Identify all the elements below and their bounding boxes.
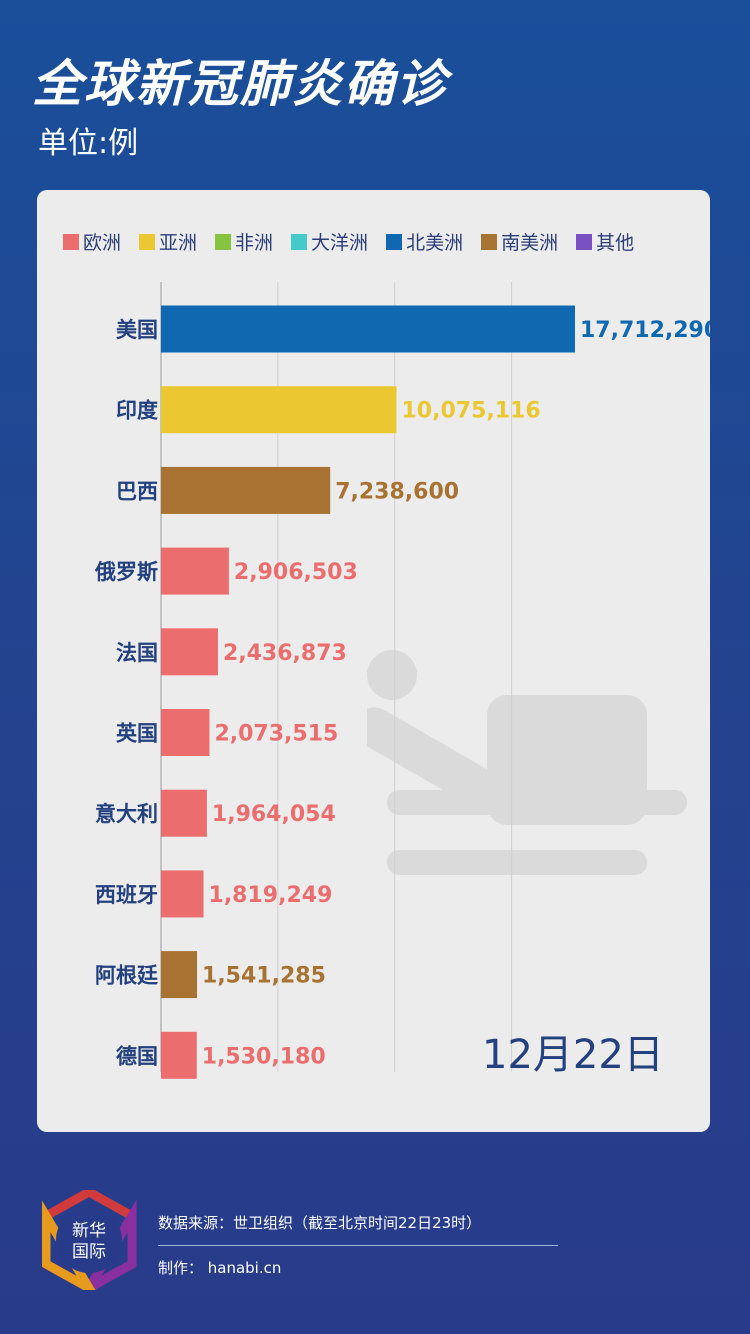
value-label: 7,238,600 — [335, 479, 459, 504]
svg-text:国际: 国际 — [72, 1242, 106, 1262]
value-label: 2,906,503 — [234, 560, 358, 585]
legend-label: 其他 — [596, 232, 635, 254]
bar — [161, 305, 575, 353]
legend-item: 北美洲 — [386, 228, 463, 255]
value-label: 17,712,290 — [580, 318, 710, 343]
legend-swatch — [215, 233, 232, 250]
legend: 欧洲 亚洲 非洲 大洋洲 北美洲 南美洲 其他 — [63, 228, 634, 255]
bar-chart: 美国 17,712,290 印度 10,075,116 巴西 7,238,600 俄罗斯 2,… — [94, 282, 710, 1079]
value-label: 1,964,054 — [212, 802, 336, 827]
bar — [161, 789, 207, 837]
legend-swatch — [291, 233, 308, 250]
category-label: 意大利 — [95, 802, 158, 826]
svg-text:新华: 新华 — [72, 1221, 106, 1241]
legend-label: 北美洲 — [406, 232, 464, 254]
made-by: 制作： hanabi.cn — [158, 1259, 282, 1277]
legend-swatch — [63, 233, 79, 250]
legend-swatch — [139, 233, 156, 250]
legend-swatch — [386, 233, 403, 250]
footer-divider — [158, 1245, 558, 1246]
legend-swatch — [481, 233, 498, 250]
legend-item: 亚洲 — [139, 228, 197, 255]
category-label: 阿根廷 — [95, 964, 159, 988]
legend-swatch — [576, 233, 593, 250]
xinhua-logo: 新华 国际 — [42, 1190, 137, 1290]
category-label: 英国 — [116, 722, 158, 746]
category-label: 美国 — [116, 318, 158, 342]
legend-label: 亚洲 — [159, 232, 198, 254]
legend-item: 其他 — [576, 228, 634, 255]
value-label: 2,436,873 — [223, 641, 347, 666]
legend-item: 欧洲 — [63, 228, 121, 255]
category-label: 法国 — [116, 641, 158, 665]
patient-bed-watermark-icon — [367, 650, 687, 875]
category-label: 巴西 — [116, 479, 158, 503]
legend-item: 南美洲 — [481, 228, 558, 255]
legend-item: 非洲 — [215, 228, 273, 255]
category-label: 俄罗斯 — [94, 560, 158, 584]
bar — [161, 628, 218, 676]
bar — [161, 547, 229, 595]
legend-item: 大洋洲 — [291, 228, 368, 255]
value-label: 1,541,285 — [202, 964, 326, 989]
legend-label: 欧洲 — [83, 232, 122, 254]
bar — [161, 466, 331, 514]
category-label: 印度 — [116, 399, 158, 423]
chart-card: 欧洲 亚洲 非洲 大洋洲 北美洲 南美洲 其他 美国 17,712,290 印度 10,075,1… — [37, 190, 710, 1132]
category-label: 德国 — [116, 1044, 158, 1068]
legend-label: 南美洲 — [501, 232, 559, 254]
bar — [161, 951, 198, 999]
value-label: 2,073,515 — [214, 722, 338, 747]
category-label: 西班牙 — [95, 883, 158, 907]
data-source: 数据来源：世卫组织（截至北京时间22日23时） — [158, 1214, 482, 1232]
bar — [161, 386, 397, 434]
bar — [161, 709, 210, 756]
unit-label: 单位:例 — [38, 126, 139, 161]
legend-label: 大洋洲 — [311, 232, 369, 254]
bar — [161, 1031, 197, 1079]
bar — [161, 870, 204, 918]
value-label: 1,819,249 — [209, 883, 333, 908]
value-label: 1,530,180 — [202, 1044, 326, 1069]
page-title: 全球新冠肺炎确诊 — [32, 55, 448, 113]
legend-label: 非洲 — [235, 232, 274, 254]
date-label: 12月22日 — [482, 1032, 664, 1078]
value-label: 10,075,116 — [401, 399, 540, 424]
